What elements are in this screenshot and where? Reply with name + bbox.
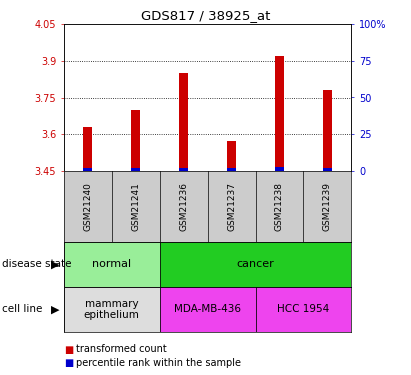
Bar <box>83 168 92 171</box>
Text: disease state: disease state <box>2 260 72 269</box>
Bar <box>179 168 188 171</box>
Text: ▶: ▶ <box>51 304 60 314</box>
Bar <box>227 141 236 171</box>
Bar <box>227 168 236 171</box>
Bar <box>64 242 159 287</box>
Text: ▶: ▶ <box>51 260 60 269</box>
Bar <box>131 110 140 171</box>
Bar <box>159 287 256 332</box>
Text: percentile rank within the sample: percentile rank within the sample <box>76 358 241 368</box>
Bar <box>323 168 332 171</box>
Text: GSM21240: GSM21240 <box>83 182 92 231</box>
Text: GSM21237: GSM21237 <box>227 182 236 231</box>
Bar <box>179 73 188 171</box>
Bar <box>256 287 351 332</box>
Text: cancer: cancer <box>237 260 275 269</box>
Text: ■: ■ <box>64 358 73 368</box>
Text: normal: normal <box>92 260 131 269</box>
Text: GSM21241: GSM21241 <box>131 182 140 231</box>
Text: GDS817 / 38925_at: GDS817 / 38925_at <box>141 9 270 22</box>
Text: MDA-MB-436: MDA-MB-436 <box>174 304 241 314</box>
Text: GSM21239: GSM21239 <box>323 182 332 231</box>
Bar <box>64 287 159 332</box>
Text: GSM21238: GSM21238 <box>275 182 284 231</box>
Text: ■: ■ <box>64 345 73 354</box>
Text: cell line: cell line <box>2 304 42 314</box>
Bar <box>275 167 284 171</box>
Text: mammary
epithelium: mammary epithelium <box>84 298 140 320</box>
Text: HCC 1954: HCC 1954 <box>277 304 330 314</box>
Bar <box>83 127 92 171</box>
Bar <box>275 56 284 171</box>
Bar <box>323 90 332 171</box>
Bar <box>131 168 140 171</box>
Text: GSM21236: GSM21236 <box>179 182 188 231</box>
Text: transformed count: transformed count <box>76 345 167 354</box>
Bar <box>159 242 351 287</box>
